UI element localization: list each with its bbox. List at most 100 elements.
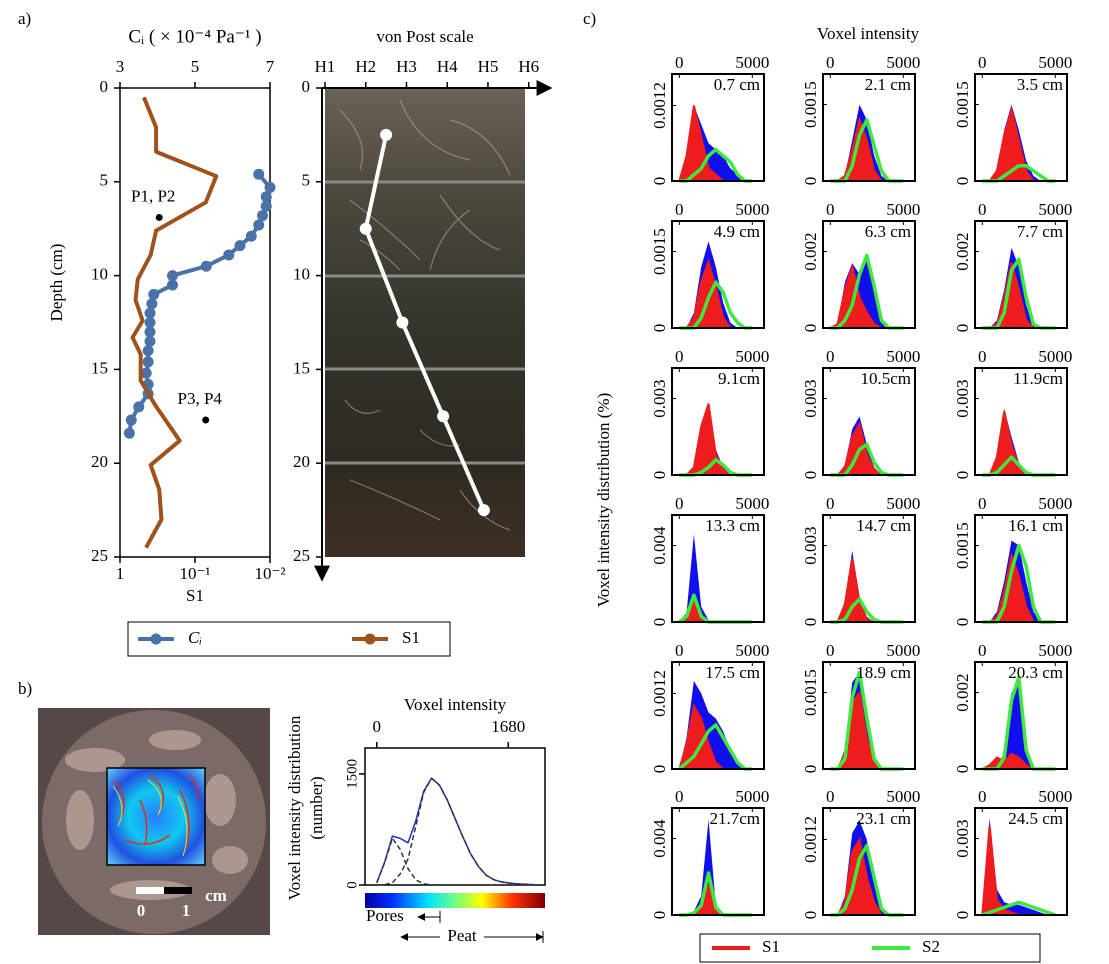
series-marker — [142, 356, 154, 368]
y-tick-label: 0 — [302, 77, 311, 96]
series-marker — [146, 298, 158, 310]
distribution-area — [679, 871, 753, 917]
series-marker — [477, 504, 490, 517]
x-tick-label: 5000 — [886, 787, 920, 806]
panel-frame — [974, 73, 1068, 182]
y-tick-label: 25 — [293, 546, 310, 565]
series-line — [376, 837, 534, 886]
x-tick-label: 10⁻¹ — [179, 564, 210, 583]
distribution-area — [679, 403, 753, 476]
panel-frame — [671, 367, 765, 476]
series-marker — [148, 288, 160, 300]
x-tick-label: H4 — [437, 57, 458, 76]
y-tick-label: 0.0015 — [953, 81, 972, 128]
x-tick-label: 5000 — [1038, 347, 1072, 366]
series-marker — [144, 326, 156, 338]
panel-annotation: 18.9 cm — [856, 663, 911, 682]
plot-frame — [364, 747, 546, 886]
y-tick-label: 0 — [650, 177, 669, 186]
y-tick-label: 15 — [293, 358, 310, 377]
series-line — [376, 777, 534, 886]
y-tick-label: 20 — [293, 452, 310, 471]
x-tick-label: 5000 — [886, 641, 920, 660]
x-tick-label: 5000 — [735, 53, 769, 72]
x-tick-label: 0 — [978, 494, 987, 513]
y-tick-label: 15 — [91, 358, 108, 377]
x-tick-label: 5000 — [1038, 494, 1072, 513]
y-tick-label: 0.003 — [801, 379, 820, 417]
series-marker — [123, 427, 135, 439]
y-tick-label: 0 — [801, 324, 820, 333]
panel-label: a) — [18, 9, 31, 28]
y-tick-label: 10 — [293, 265, 310, 284]
point-marker — [155, 213, 163, 221]
series-marker — [396, 316, 409, 329]
y-axis-label: (number) — [307, 776, 326, 839]
x-tick-label: 0 — [372, 717, 381, 736]
panel-annotation: 3.5 cm — [1017, 75, 1063, 94]
y-tick-label: 0.003 — [953, 379, 972, 417]
series-marker — [167, 279, 178, 291]
y-tick-label: 0.003 — [953, 819, 972, 857]
x-tick-label: 0 — [978, 641, 987, 660]
legend-label: S2 — [922, 937, 940, 956]
panel-annotation: 21.7cm — [709, 809, 760, 828]
x-tick-label: 5000 — [735, 200, 769, 219]
y-tick-label: 0.0015 — [650, 228, 669, 275]
x2-tick-label: 7 — [266, 57, 275, 76]
distribution-area — [982, 684, 1056, 769]
x-tick-label: 5000 — [735, 347, 769, 366]
panel-frame — [974, 220, 1068, 329]
series-marker — [260, 200, 272, 212]
legend-label: S1 — [762, 937, 780, 956]
distribution-area — [982, 105, 1056, 182]
y-tick-label: 0.002 — [801, 232, 820, 270]
panel-frame — [822, 220, 916, 329]
x-axis-label: S1 — [186, 586, 204, 605]
panel-frame — [974, 807, 1068, 916]
x-tick-label: 5000 — [886, 494, 920, 513]
x-tick-label: H1 — [315, 57, 336, 76]
x-tick-label: 0 — [675, 787, 684, 806]
panel-annotation: 9.1cm — [718, 369, 760, 388]
colorbar — [365, 893, 545, 908]
panel-annotation: 6.3 cm — [865, 222, 911, 241]
y-tick-label: 0 — [801, 765, 820, 774]
scale-bar — [164, 887, 192, 894]
panel-annotation: 17.5 cm — [705, 663, 760, 682]
colorbar-label: Pores — [366, 906, 404, 925]
y-tick-label: 0 — [650, 765, 669, 774]
core-photo — [325, 88, 525, 557]
x-tick-label: 0 — [978, 53, 987, 72]
panel-frame — [671, 661, 765, 770]
series-marker — [144, 317, 156, 328]
series-marker — [437, 410, 450, 423]
legend-marker — [150, 633, 162, 645]
panel-frame — [822, 514, 916, 623]
scale-label: 1 — [182, 901, 191, 920]
x-tick-label: 0 — [826, 641, 835, 660]
point-label: P1, P2 — [131, 186, 175, 205]
y-tick-label: 0 — [953, 911, 972, 920]
ct-roi-texture — [114, 774, 200, 851]
y-tick-label: 0.002 — [953, 673, 972, 711]
panel-label: b) — [18, 679, 32, 698]
panel-frame — [822, 367, 916, 476]
series-marker — [223, 249, 235, 261]
y-tick-label: 5 — [100, 171, 109, 190]
scale-unit: cm — [205, 886, 227, 905]
series-marker — [140, 367, 152, 379]
series-line — [130, 96, 219, 549]
legend-box — [127, 621, 451, 657]
x-tick-label: 5000 — [735, 494, 769, 513]
ct-roi-texture — [112, 779, 188, 857]
x-tick-label: 5000 — [735, 787, 769, 806]
colorbar-label: Peat — [447, 926, 477, 945]
series-marker — [253, 219, 265, 231]
panel-annotation: 13.3 cm — [705, 516, 760, 535]
y-tick-label: 0.0015 — [801, 669, 820, 716]
y-tick-label: 0.003 — [650, 379, 669, 417]
x-tick-label: 5000 — [1038, 787, 1072, 806]
chart-title: Voxel intensity — [817, 24, 920, 43]
y-axis-label: Voxel intensity distribution (%) — [594, 393, 613, 608]
